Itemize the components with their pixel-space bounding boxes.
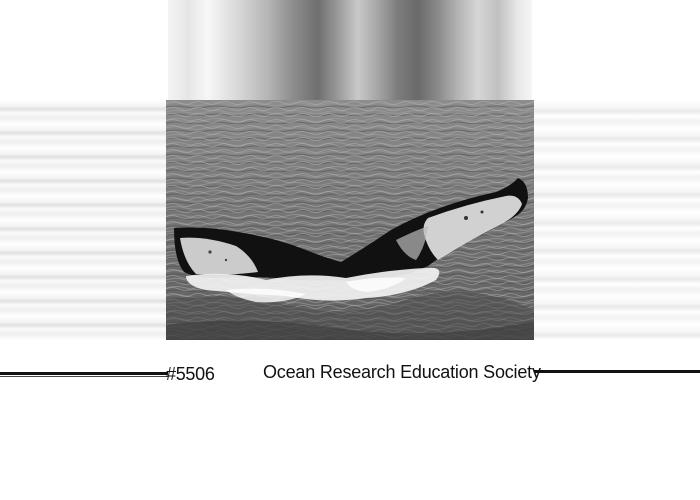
organization-name: Ocean Research Education Society xyxy=(263,362,541,382)
photo-id-number: #5506 xyxy=(166,364,215,384)
caption-rule-left xyxy=(0,372,168,377)
scan-streak-left xyxy=(0,100,166,340)
scan-streak-right xyxy=(534,100,700,340)
caption-rule-right xyxy=(534,370,700,373)
whale-fluke-photo xyxy=(166,100,534,340)
scan-streak-top xyxy=(168,0,532,100)
